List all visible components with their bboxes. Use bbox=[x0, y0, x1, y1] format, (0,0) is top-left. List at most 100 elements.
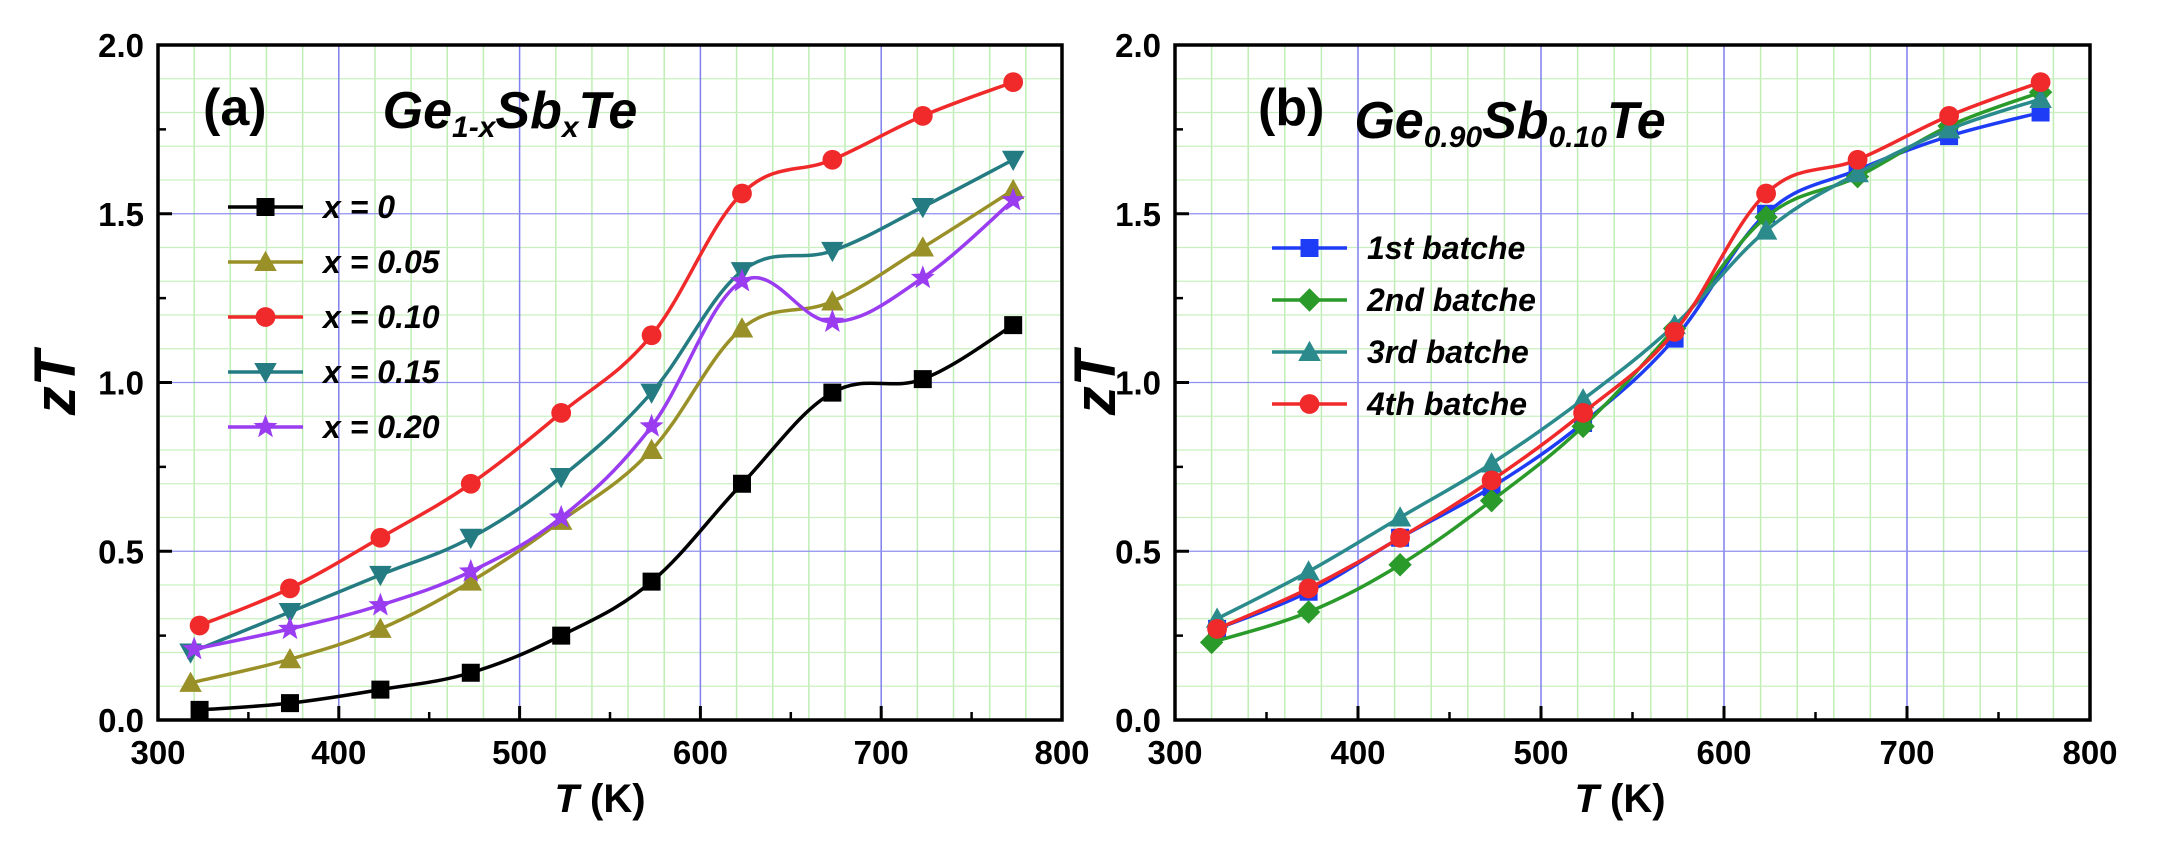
data-point bbox=[1388, 553, 1412, 577]
legend-marker bbox=[254, 250, 277, 271]
legend-marker bbox=[254, 363, 277, 384]
data-point bbox=[1297, 560, 1320, 581]
series-b-2 bbox=[1205, 87, 2052, 628]
data-point bbox=[822, 149, 843, 170]
data-point bbox=[1754, 205, 1778, 229]
legend-label: x = 0 bbox=[321, 189, 395, 225]
data-point bbox=[1296, 600, 1321, 624]
data-point bbox=[912, 105, 933, 126]
y-axis-label: zT bbox=[23, 346, 88, 416]
series-line bbox=[1216, 80, 2042, 631]
legend-label: x = 0.10 bbox=[321, 299, 440, 335]
data-point bbox=[1207, 618, 1227, 639]
x-tick-label: 600 bbox=[1696, 734, 1751, 771]
data-point bbox=[461, 663, 480, 682]
x-tick-label: 300 bbox=[130, 734, 185, 771]
y-tick-label: 2.0 bbox=[1115, 27, 1161, 64]
y-tick-label: 1.5 bbox=[98, 196, 144, 233]
data-point bbox=[1846, 162, 1869, 183]
x-tick-label: 700 bbox=[854, 734, 909, 771]
data-point bbox=[1664, 321, 1685, 342]
data-point bbox=[910, 265, 935, 289]
x-tick-label: 300 bbox=[1147, 734, 1202, 771]
data-point bbox=[1390, 527, 1410, 548]
data-point bbox=[459, 528, 483, 549]
legend-label: 2nd batche bbox=[1366, 282, 1536, 318]
data-point bbox=[642, 572, 661, 591]
data-point bbox=[823, 383, 842, 402]
x-tick-label: 500 bbox=[492, 734, 547, 771]
x-tick-label: 500 bbox=[1513, 734, 1568, 771]
legend-marker bbox=[256, 198, 275, 216]
series-line bbox=[199, 323, 1015, 712]
data-point bbox=[911, 236, 935, 257]
y-tick-label: 2.0 bbox=[98, 27, 144, 64]
x-tick-label: 600 bbox=[673, 734, 728, 771]
data-point bbox=[278, 603, 302, 624]
chart-title: Ge0.90Sb0.10Te bbox=[1354, 92, 1665, 154]
data-point bbox=[732, 474, 751, 493]
data-point bbox=[640, 438, 663, 459]
data-point bbox=[552, 626, 571, 645]
legend-label: x = 0.20 bbox=[321, 409, 440, 445]
data-point bbox=[549, 504, 574, 528]
panel-b: 300 400 500 600 700 800 0.0 0.5 1.0 1.5 2.0 T (K) zT… bbox=[1063, 27, 2118, 821]
data-point bbox=[1199, 630, 1224, 655]
data-point bbox=[1573, 402, 1593, 423]
panel-a: 300 400 500 600 700 800 0.0 0.5 1.0 1.5 2.0 T (K) zT… bbox=[23, 27, 1090, 821]
data-point bbox=[913, 370, 932, 389]
series-a-0 bbox=[190, 316, 1023, 719]
legend-marker bbox=[1299, 394, 1320, 414]
series-line bbox=[189, 158, 1014, 655]
y-tick-label: 1.0 bbox=[98, 365, 144, 402]
y-tick-label: 1.5 bbox=[1115, 196, 1161, 233]
data-point bbox=[278, 648, 302, 669]
legend-label: x = 0.05 bbox=[321, 244, 441, 280]
data-point bbox=[1754, 219, 1778, 240]
panel-label: (a) bbox=[203, 79, 267, 137]
data-point bbox=[1571, 388, 1595, 409]
legend-marker bbox=[255, 307, 276, 327]
data-point bbox=[182, 636, 207, 660]
data-point bbox=[1937, 118, 1961, 139]
data-point bbox=[820, 309, 845, 332]
x-tick-label: 800 bbox=[1034, 734, 1089, 771]
legend-label: 4th batche bbox=[1366, 386, 1527, 422]
data-point bbox=[1388, 506, 1412, 527]
data-point bbox=[460, 473, 481, 494]
data-point bbox=[280, 694, 299, 713]
legend-label: 1st batche bbox=[1367, 230, 1525, 266]
y-tick-label: 0.0 bbox=[98, 702, 144, 739]
data-point bbox=[278, 616, 302, 640]
data-point bbox=[911, 198, 935, 219]
legend-label: x = 0.15 bbox=[321, 354, 441, 390]
legend-marker bbox=[1297, 288, 1322, 312]
data-point bbox=[1939, 105, 1959, 126]
legend-label: 3rd batche bbox=[1367, 334, 1529, 370]
panel-label: (b) bbox=[1258, 79, 1324, 137]
data-point bbox=[1479, 488, 1504, 513]
x-tick-label: 700 bbox=[1879, 734, 1934, 771]
y-tick-label: 0.0 bbox=[1115, 702, 1161, 739]
chart-title: Ge1-xSbxTe bbox=[383, 82, 638, 144]
data-point bbox=[280, 578, 300, 599]
series-line bbox=[190, 188, 1015, 685]
data-point bbox=[369, 565, 392, 587]
data-point bbox=[189, 615, 210, 636]
data-point bbox=[730, 268, 754, 292]
y-tick-label: 0.5 bbox=[98, 533, 144, 570]
data-point bbox=[369, 617, 392, 638]
data-point bbox=[1481, 470, 1502, 491]
legend-marker bbox=[1300, 239, 1319, 257]
data-point bbox=[1001, 187, 1026, 211]
data-point bbox=[732, 183, 752, 204]
data-point bbox=[370, 527, 391, 548]
data-point bbox=[179, 671, 202, 692]
data-point bbox=[640, 383, 663, 404]
x-tick-label: 400 bbox=[1330, 734, 1385, 771]
series-a-3 bbox=[179, 150, 1025, 664]
x-axis-label: T (K) bbox=[1574, 777, 1665, 821]
series-line bbox=[1216, 97, 2042, 621]
data-point bbox=[1003, 72, 1024, 93]
